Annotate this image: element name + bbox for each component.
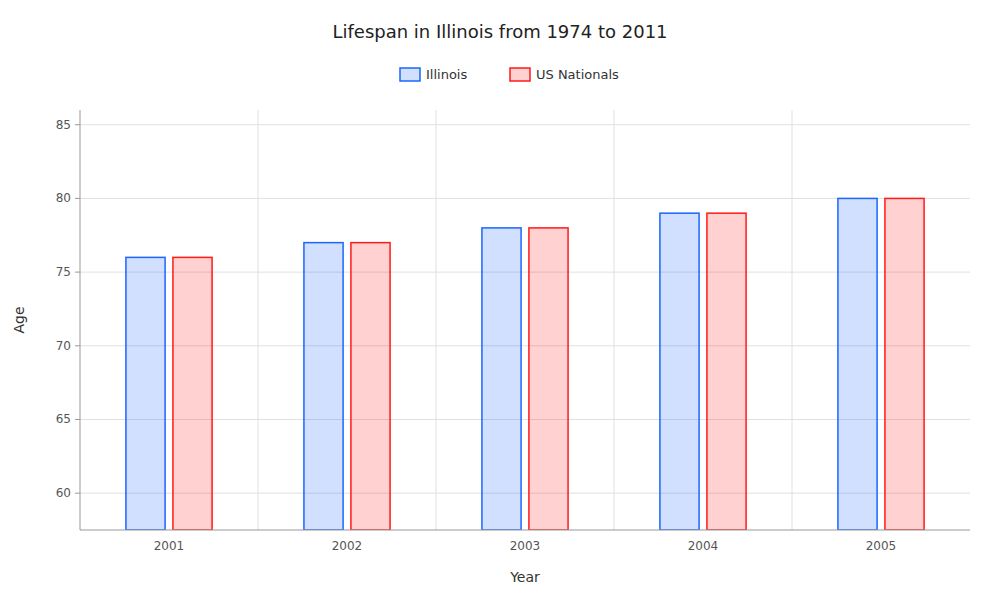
bar bbox=[126, 257, 165, 530]
y-axis: 60 65 70 75 80 85 bbox=[56, 110, 80, 530]
grid-line bbox=[80, 272, 970, 273]
title: Lifespan in Illinois from 1974 to 2011 bbox=[332, 21, 667, 42]
group-separator bbox=[614, 110, 615, 530]
y-tick bbox=[75, 493, 80, 494]
grid-line bbox=[80, 419, 970, 420]
legend-label: Illinois bbox=[426, 67, 467, 82]
y-tick-label: 80 bbox=[56, 191, 71, 205]
bar bbox=[351, 243, 390, 530]
grid-line bbox=[80, 198, 970, 199]
x-axis-line bbox=[80, 530, 970, 531]
y-tick bbox=[75, 345, 80, 346]
x-tick-label: 2004 bbox=[688, 539, 719, 553]
grid-line bbox=[80, 124, 970, 125]
grid-line bbox=[80, 345, 970, 346]
bar bbox=[304, 243, 343, 530]
x-tick-label: 2005 bbox=[866, 539, 897, 553]
x-tick-label: 2003 bbox=[510, 539, 541, 553]
x-axis-label: Year bbox=[509, 569, 540, 585]
y-tick-label: 70 bbox=[56, 339, 71, 353]
y-axis-line bbox=[80, 110, 81, 530]
group-separator bbox=[258, 110, 259, 530]
bars bbox=[126, 198, 924, 530]
legend-swatch bbox=[510, 68, 530, 81]
x-tick-label: 2002 bbox=[332, 539, 363, 553]
y-tick-label: 60 bbox=[56, 486, 71, 500]
grid-line bbox=[80, 493, 970, 494]
y-tick-label: 85 bbox=[56, 118, 71, 132]
legend-swatch bbox=[400, 68, 420, 81]
legend: Illinois US Nationals bbox=[400, 67, 619, 82]
bar bbox=[482, 228, 521, 530]
y-tick bbox=[75, 124, 80, 125]
grid bbox=[80, 110, 970, 530]
y-tick-label: 65 bbox=[56, 412, 71, 426]
y-tick bbox=[75, 198, 80, 199]
y-tick bbox=[75, 419, 80, 420]
group-separator bbox=[436, 110, 437, 530]
bar bbox=[838, 198, 877, 530]
bar bbox=[173, 257, 212, 530]
y-tick bbox=[75, 272, 80, 273]
bar bbox=[660, 213, 699, 530]
x-tick-label: 2001 bbox=[154, 539, 185, 553]
chart-svg: 60 65 70 75 80 85 2001 2002 2003 2004 2005 Year Age L… bbox=[0, 0, 1000, 600]
y-axis-label: Age bbox=[11, 306, 27, 333]
chart-container: 60 65 70 75 80 85 2001 2002 2003 2004 2005 Year Age L… bbox=[0, 0, 1000, 600]
legend-label: US Nationals bbox=[536, 67, 619, 82]
bar bbox=[707, 213, 746, 530]
group-separator bbox=[792, 110, 793, 530]
bar bbox=[529, 228, 568, 530]
bar bbox=[885, 198, 924, 530]
y-tick-label: 75 bbox=[56, 265, 71, 279]
x-axis: 2001 2002 2003 2004 2005 bbox=[80, 530, 970, 553]
